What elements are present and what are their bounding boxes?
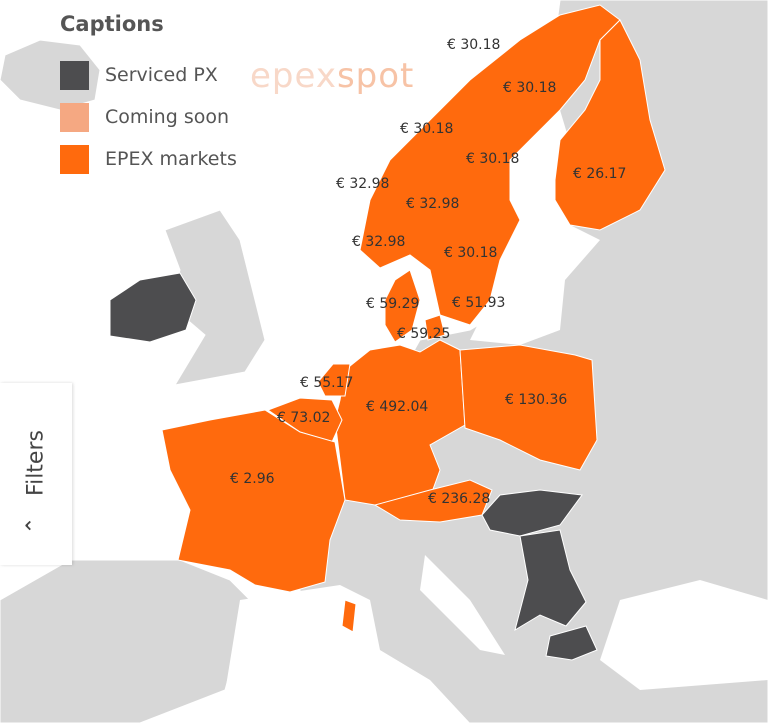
region-corsica[interactable]	[341, 599, 357, 633]
price-label: € 59.29	[366, 296, 420, 312]
legend-item-epex: EPEX markets	[60, 138, 237, 180]
region-poland[interactable]	[459, 344, 598, 471]
price-label: € 51.93	[452, 295, 506, 311]
epexspot-watermark: epexspot	[250, 56, 415, 96]
swatch-serviced	[60, 60, 89, 90]
region-germany[interactable]	[334, 339, 466, 511]
region-netherlands[interactable]	[317, 363, 351, 397]
legend-label: EPEX markets	[105, 148, 237, 170]
legend-label: Coming soon	[105, 106, 230, 128]
sea-adriatic	[420, 555, 505, 655]
price-label: € 73.02	[277, 410, 331, 426]
region-france[interactable]	[161, 409, 346, 593]
legend-item-coming-soon: Coming soon	[60, 96, 237, 138]
region-serbia[interactable]	[514, 529, 587, 632]
land-iceland	[0, 39, 101, 111]
price-label: € 26.17	[573, 166, 627, 182]
price-label: € 55.17	[300, 375, 354, 391]
price-label: € 492.04	[366, 399, 429, 415]
region-scandinavia[interactable]	[359, 4, 621, 326]
price-label: € 32.98	[406, 196, 460, 212]
region-finland[interactable]	[554, 19, 666, 231]
legend-item-serviced: Serviced PX	[60, 54, 237, 96]
region-ireland[interactable]	[109, 272, 197, 343]
region-hungary[interactable]	[481, 489, 583, 537]
sea-mediterranean	[220, 585, 470, 723]
legend-title: Captions	[60, 12, 164, 36]
price-label: € 32.98	[352, 234, 406, 250]
swatch-epex	[60, 144, 89, 174]
price-label: € 30.18	[503, 80, 557, 96]
chevron-left-icon[interactable]: ⌃	[22, 516, 48, 535]
filters-panel-toggle[interactable]: Filters ⌃	[0, 383, 72, 565]
price-label: € 30.18	[444, 245, 498, 261]
swatch-coming-soon	[60, 102, 89, 132]
price-label: € 32.98	[336, 176, 390, 192]
region-denmark-islands[interactable]	[424, 314, 446, 341]
region-bulgaria[interactable]	[545, 625, 598, 661]
land-iberia	[0, 559, 251, 723]
price-label: € 30.18	[466, 151, 520, 167]
price-label: € 30.18	[400, 121, 454, 137]
price-label: € 30.18	[447, 37, 501, 53]
sea-black	[600, 580, 768, 690]
price-label: € 2.96	[230, 471, 275, 487]
price-label: € 130.36	[505, 392, 568, 408]
region-denmark[interactable]	[384, 269, 421, 343]
legend: Captions Serviced PX Coming soon EPEX ma…	[60, 12, 237, 180]
legend-label: Serviced PX	[105, 64, 218, 86]
region-austria[interactable]	[373, 479, 493, 523]
filters-label: Filters	[23, 430, 49, 496]
price-label: € 59.25	[397, 326, 451, 342]
price-label: € 236.28	[428, 491, 491, 507]
